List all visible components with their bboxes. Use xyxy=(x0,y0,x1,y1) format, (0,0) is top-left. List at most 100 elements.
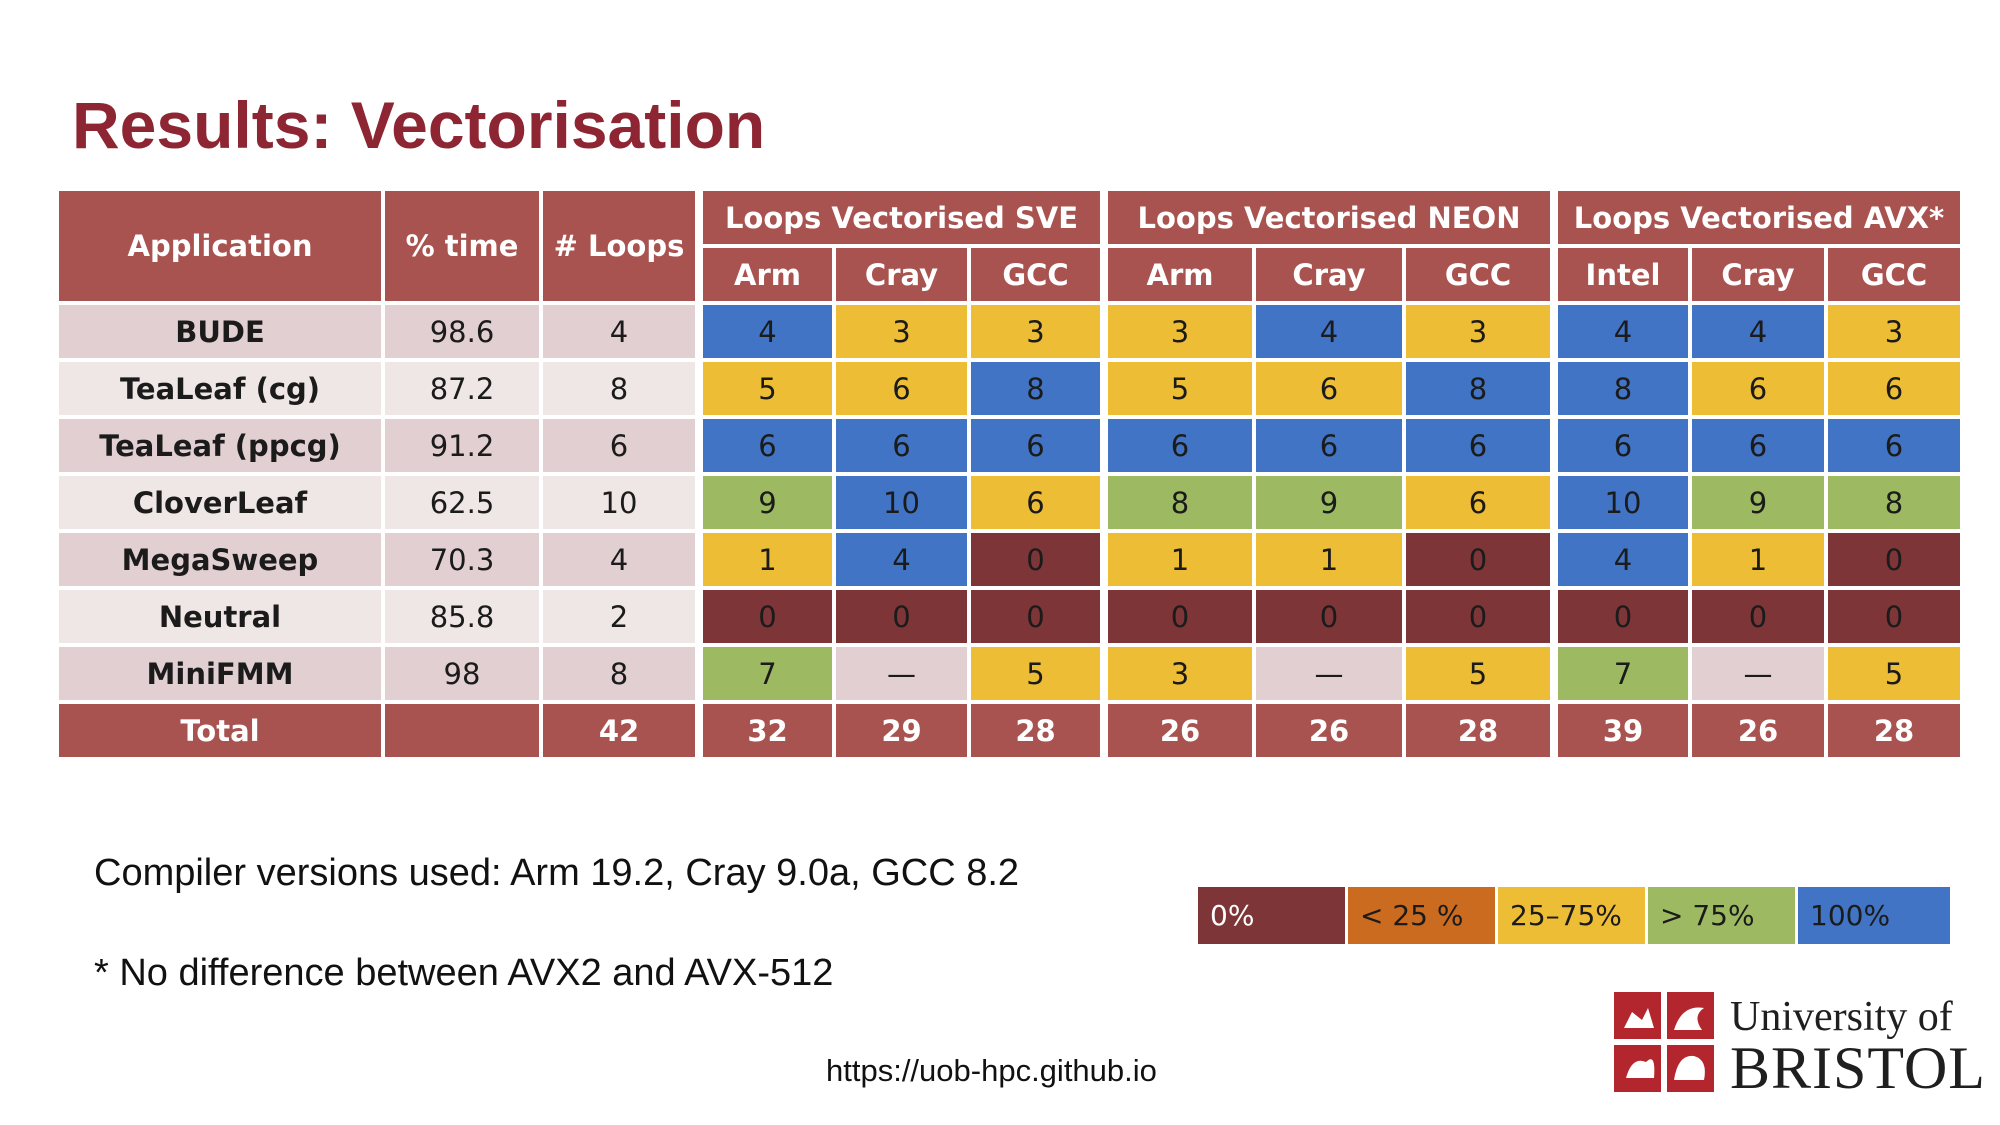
total-vectorised-cell: 28 xyxy=(1823,700,1965,761)
total-vectorised-cell: 29 xyxy=(832,700,971,761)
vectorised-count-cell: 3 xyxy=(1100,643,1256,704)
vectorised-count-cell: — xyxy=(1252,643,1406,704)
vectorised-count-cell: 5 xyxy=(1402,643,1556,704)
vectorised-count-cell: 10 xyxy=(1550,472,1692,533)
application-name-cell: MiniFMM xyxy=(55,643,385,704)
color-legend: 0% < 25 % 25–75% > 75% 100% xyxy=(1198,887,1950,944)
subheader-cell: Arm xyxy=(1100,244,1256,305)
vectorised-count-cell: 9 xyxy=(695,472,836,533)
vectorised-count-cell: 0 xyxy=(1402,529,1556,590)
vectorised-count-cell: — xyxy=(1688,643,1828,704)
vectorised-count-cell: 6 xyxy=(1402,415,1556,476)
percent-time-cell: 98.6 xyxy=(381,301,543,362)
subheader-cell: Cray xyxy=(832,244,971,305)
subheader-cell: Intel xyxy=(1550,244,1692,305)
vectorised-count-cell: 9 xyxy=(1688,472,1828,533)
vectorised-count-cell: 6 xyxy=(1688,358,1828,419)
vectorised-count-cell: 1 xyxy=(1252,529,1406,590)
vectorised-count-cell: 5 xyxy=(967,643,1106,704)
vectorised-count-cell: 6 xyxy=(1823,415,1965,476)
vectorised-count-cell: 0 xyxy=(832,586,971,647)
total-vectorised-cell: 26 xyxy=(1688,700,1828,761)
num-loops-cell: 6 xyxy=(539,415,701,476)
vectorised-count-cell: 3 xyxy=(967,301,1106,362)
percent-time-cell: 87.2 xyxy=(381,358,543,419)
total-vectorised-cell: 28 xyxy=(1402,700,1556,761)
header-group-neon: Loops Vectorised NEON xyxy=(1100,187,1556,248)
vectorised-count-cell: 4 xyxy=(1252,301,1406,362)
vectorised-count-cell: 6 xyxy=(1688,415,1828,476)
vectorised-count-cell: 8 xyxy=(1100,472,1256,533)
vectorised-count-cell: 8 xyxy=(1402,358,1556,419)
vectorised-count-cell: 10 xyxy=(832,472,971,533)
vectorised-count-cell: 6 xyxy=(695,415,836,476)
vectorised-count-cell: 6 xyxy=(967,472,1106,533)
vectorised-count-cell: 8 xyxy=(967,358,1106,419)
vectorised-count-cell: 3 xyxy=(1402,301,1556,362)
subheader-cell: Arm xyxy=(695,244,836,305)
vectorised-count-cell: 4 xyxy=(1688,301,1828,362)
application-name-cell: Neutral xyxy=(55,586,385,647)
vectorised-count-cell: 4 xyxy=(695,301,836,362)
logo-line-university-of: University of xyxy=(1730,994,1953,1040)
header-application: Application xyxy=(55,187,385,305)
website-url: https://uob-hpc.github.io xyxy=(826,1053,1157,1088)
legend-item: 0% xyxy=(1198,887,1348,944)
vectorised-count-cell: 0 xyxy=(1823,529,1965,590)
percent-time-cell: 91.2 xyxy=(381,415,543,476)
vectorised-count-cell: 7 xyxy=(695,643,836,704)
vectorised-count-cell: 6 xyxy=(1100,415,1256,476)
vectorised-count-cell: 7 xyxy=(1550,643,1692,704)
header-group-sve: Loops Vectorised SVE xyxy=(695,187,1106,248)
vectorised-count-cell: 3 xyxy=(1823,301,1965,362)
table-row: MiniFMM 98 8 7—5 3—5 7—5 xyxy=(55,643,1965,704)
subheader-cell: GCC xyxy=(1823,244,1965,305)
legend-item: 25–75% xyxy=(1498,887,1648,944)
vectorised-count-cell: 0 xyxy=(967,586,1106,647)
application-name-cell: TeaLeaf (cg) xyxy=(55,358,385,419)
percent-time-cell: 98 xyxy=(381,643,543,704)
vectorised-count-cell: 4 xyxy=(832,529,971,590)
total-time-cell xyxy=(381,700,543,761)
vectorised-count-cell: 6 xyxy=(967,415,1106,476)
avx-note: * No difference between AVX2 and AVX-512 xyxy=(94,952,834,994)
num-loops-cell: 8 xyxy=(539,643,701,704)
num-loops-cell: 4 xyxy=(539,529,701,590)
application-name-cell: MegaSweep xyxy=(55,529,385,590)
legend-item: > 75% xyxy=(1648,887,1798,944)
compiler-versions-note: Compiler versions used: Arm 19.2, Cray 9… xyxy=(94,852,1020,894)
vectorisation-results-table: Application % time # Loops Loops Vectori… xyxy=(55,187,1965,761)
vectorised-count-cell: 4 xyxy=(1550,301,1692,362)
vectorised-count-cell: 0 xyxy=(1100,586,1256,647)
legend-item: 100% xyxy=(1798,887,1950,944)
vectorised-count-cell: 4 xyxy=(1550,529,1692,590)
vectorised-count-cell: 9 xyxy=(1252,472,1406,533)
logo-text: University of BRISTOL xyxy=(1730,990,1986,1098)
percent-time-cell: 70.3 xyxy=(381,529,543,590)
vectorised-count-cell: 3 xyxy=(832,301,971,362)
vectorised-count-cell: 1 xyxy=(1100,529,1256,590)
vectorised-count-cell: 0 xyxy=(1823,586,1965,647)
header-num-loops: # Loops xyxy=(539,187,701,305)
vectorised-count-cell: 0 xyxy=(967,529,1106,590)
subheader-cell: GCC xyxy=(967,244,1106,305)
num-loops-cell: 4 xyxy=(539,301,701,362)
num-loops-cell: 10 xyxy=(539,472,701,533)
table-row: TeaLeaf (cg) 87.2 8 5 6 8 5 6 8 8 6 6 xyxy=(55,358,1965,419)
slide-title: Results: Vectorisation xyxy=(72,88,766,162)
total-row: Total 42 32 29 28 26 26 28 39 26 28 xyxy=(55,700,1965,761)
vectorised-count-cell: 0 xyxy=(1252,586,1406,647)
total-loops-cell: 42 xyxy=(539,700,701,761)
application-name-cell: CloverLeaf xyxy=(55,472,385,533)
logo-line-bristol: BRISTOL xyxy=(1730,1035,1986,1101)
vectorised-count-cell: 5 xyxy=(1100,358,1256,419)
vectorised-count-cell: 1 xyxy=(1688,529,1828,590)
vectorised-count-cell: 6 xyxy=(1550,415,1692,476)
vectorised-count-cell: 8 xyxy=(1823,472,1965,533)
table-row: BUDE 98.6 4 4 3 3 3 4 3 4 4 3 xyxy=(55,301,1965,362)
num-loops-cell: 2 xyxy=(539,586,701,647)
vectorised-count-cell: 8 xyxy=(1550,358,1692,419)
vectorised-count-cell: 6 xyxy=(1823,358,1965,419)
table-row: MegaSweep 70.3 4 1 4 0 1 1 0 4 1 0 xyxy=(55,529,1965,590)
total-vectorised-cell: 26 xyxy=(1100,700,1256,761)
